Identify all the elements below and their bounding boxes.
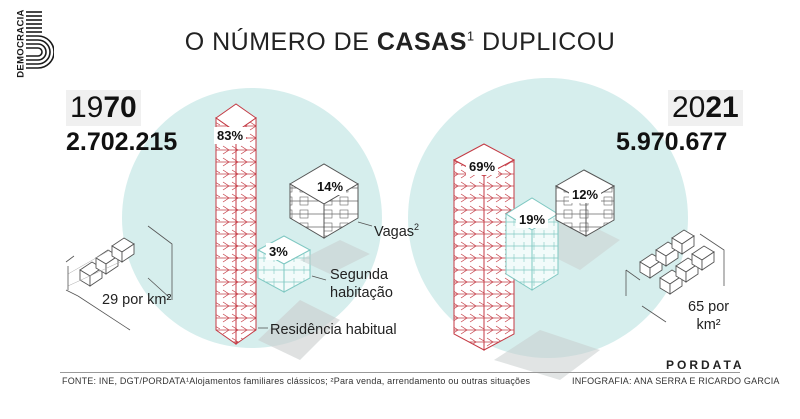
title-prefix: O NÚMERO DE xyxy=(184,28,377,56)
label-second-home: Segunda habitação xyxy=(330,266,393,302)
density-2021: 65 por km² xyxy=(688,298,729,334)
density-2021-line2: km² xyxy=(696,317,721,333)
total-2021: 5.970.677 xyxy=(616,128,728,156)
pct-primary-1970: 83% xyxy=(214,127,247,144)
title-bold: CASAS xyxy=(376,28,467,56)
label-vacant-text: Vagas xyxy=(374,223,415,240)
year-1970-light: 19 xyxy=(70,91,104,124)
footer-source: FONTE: INE, DGT/PORDATA xyxy=(62,376,186,386)
year-2021: 2021 xyxy=(668,90,743,126)
small-houses-1970 xyxy=(79,237,135,287)
pct-vacant-1970: 14% xyxy=(314,178,347,195)
page-title: O NÚMERO DE CASAS1 DUPLICOU xyxy=(0,28,800,57)
density-1970: 29 por km² xyxy=(102,292,172,308)
year-1970-bold: 70 xyxy=(103,91,137,124)
pordata-logo: PORDATA xyxy=(666,358,745,372)
footer-divider xyxy=(60,372,740,373)
footer-notes: ¹Alojamentos familiares clássicos; ²Para… xyxy=(186,376,531,386)
pct-second-1970: 3% xyxy=(266,243,291,260)
pct-vacant-2021: 12% xyxy=(569,186,602,203)
label-vacant-footnote: 2 xyxy=(414,222,420,232)
label-primary-residence: Residência habitual xyxy=(270,322,397,338)
title-suffix: DUPLICOU xyxy=(474,28,616,56)
year-2021-bold: 21 xyxy=(705,91,739,124)
total-1970: 2.702.215 xyxy=(66,128,178,156)
year-1970: 1970 xyxy=(66,90,141,126)
density-2021-line1: 65 por xyxy=(688,299,730,315)
pct-second-2021: 19% xyxy=(516,211,549,228)
label-second-line2: habitação xyxy=(330,285,393,301)
footer-credits: INFOGRAFIA: ANA SERRA E RICARDO GARCIA xyxy=(572,376,780,386)
pct-primary-2021: 69% xyxy=(466,158,499,175)
label-second-line1: Segunda xyxy=(330,267,389,283)
tower-primary-residence-1970 xyxy=(215,103,257,345)
title-footnote-mark: 1 xyxy=(466,28,475,44)
small-houses-2021 xyxy=(639,229,715,295)
year-2021-light: 20 xyxy=(672,91,706,124)
label-vacant: Vagas2 xyxy=(374,218,419,241)
